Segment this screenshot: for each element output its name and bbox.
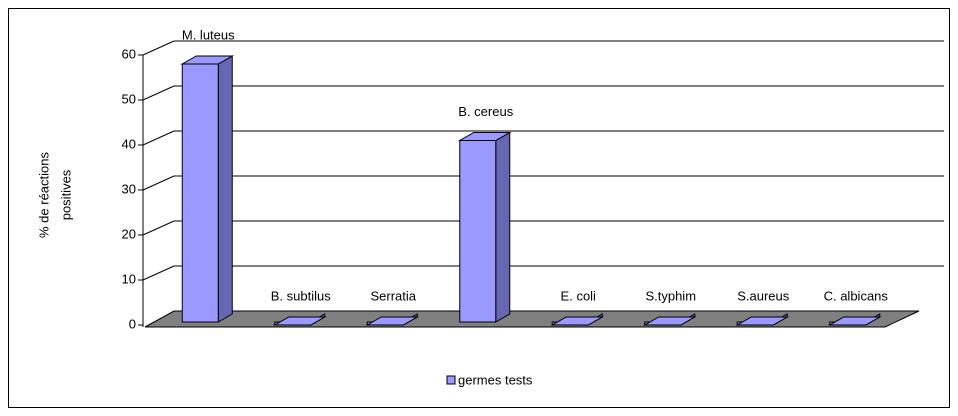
- data-label: E. coli: [561, 288, 597, 303]
- data-label: S.aureus: [737, 288, 790, 303]
- bar-top: [827, 316, 882, 326]
- bar: [180, 55, 235, 323]
- grid-line: [142, 85, 175, 101]
- data-label: S.typhim: [645, 288, 696, 303]
- bar: [735, 313, 790, 326]
- bar-front: [459, 140, 497, 323]
- bar-top: [365, 316, 420, 326]
- grid-line: [142, 265, 175, 281]
- floor: [144, 310, 920, 328]
- bar: [457, 131, 512, 323]
- data-label: B. cereus: [458, 104, 513, 119]
- y-tick-label: 0: [129, 316, 136, 331]
- y-tick-label: 60: [122, 46, 136, 61]
- bar: [550, 313, 605, 326]
- bar-top: [735, 316, 790, 326]
- bar: [272, 313, 327, 326]
- bar: [642, 313, 697, 326]
- bar-side: [217, 55, 233, 323]
- y-tick-label: 30: [122, 181, 136, 196]
- bar: [365, 313, 420, 326]
- bar-side: [495, 131, 511, 323]
- bar-top: [457, 132, 512, 141]
- grid-line: [142, 130, 175, 146]
- bar-top: [180, 55, 235, 65]
- data-label: M. luteus: [182, 27, 235, 42]
- y-tick-label: 20: [122, 226, 136, 241]
- grid-line: [142, 175, 175, 191]
- y-axis-label: % de réactions: [36, 152, 51, 238]
- bar-front: [181, 63, 219, 323]
- data-label: Serratia: [370, 288, 416, 303]
- y-tick-label: 50: [122, 91, 136, 106]
- data-label: C. albicans: [824, 288, 889, 303]
- legend-swatch: [446, 375, 456, 385]
- bar: [827, 313, 882, 326]
- legend-label: germes tests: [458, 372, 533, 387]
- bar-top: [642, 316, 697, 326]
- y-axis-label: positives: [58, 169, 73, 220]
- bar-top: [272, 316, 327, 326]
- data-label: B. subtilus: [271, 288, 331, 303]
- bar-top: [550, 316, 605, 326]
- y-tick-label: 10: [122, 271, 136, 286]
- grid-line: [142, 40, 175, 56]
- y-tick-label: 40: [122, 136, 136, 151]
- grid-line: [142, 220, 175, 236]
